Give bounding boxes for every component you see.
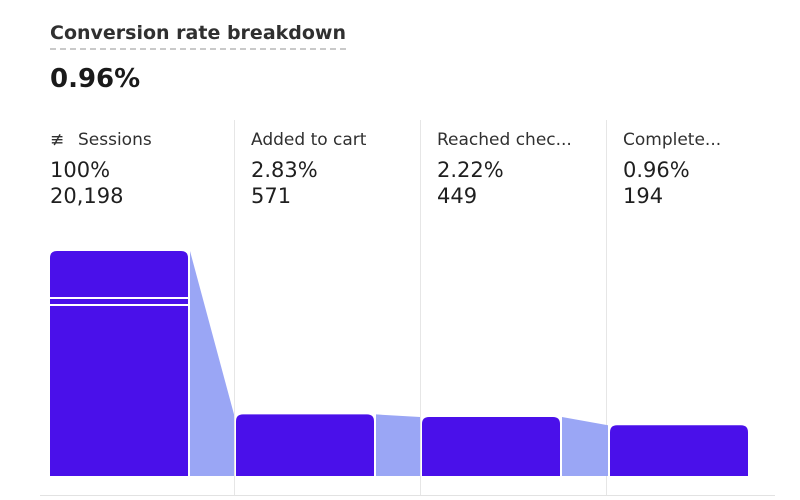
stage-count: 571 [251,184,292,208]
axis-break-mark-1 [49,304,189,306]
funnel-chart [49,251,748,476]
stage-count: 20,198 [50,184,124,208]
stage-completed: Complete... 0.96% 194 [606,120,776,495]
stage-count: 194 [623,184,664,208]
sessions-icon: ≢ [50,130,65,150]
funnel-connector-0 [190,251,234,476]
funnel-bar-2 [422,417,560,476]
card-title: Conversion rate breakdown [50,22,347,50]
stage-reached-checkout: Reached chec... 2.22% 449 [420,120,607,495]
funnel-bar-3 [610,425,748,476]
funnel-connector-2 [562,417,608,476]
funnel-connector-1 [376,414,420,476]
stage-percent: 0.96% [623,158,690,182]
axis-break-mark-0 [49,297,189,299]
funnel-bar-1 [236,414,374,476]
stage-added-to-cart: Added to cart 2.83% 571 [234,120,421,495]
stage-percent: 2.22% [437,158,504,182]
funnel-bar-0 [50,251,188,476]
stage-sessions: ≢ Sessions 100% 20,198 [40,120,226,495]
stage-count: 449 [437,184,478,208]
stage-percent: 2.83% [251,158,318,182]
stage-percent: 100% [50,158,111,182]
conversion-rate-value: 0.96% [50,64,141,94]
conversion-card: Conversion rate breakdown 0.96% ≢ Sessio… [40,8,775,496]
